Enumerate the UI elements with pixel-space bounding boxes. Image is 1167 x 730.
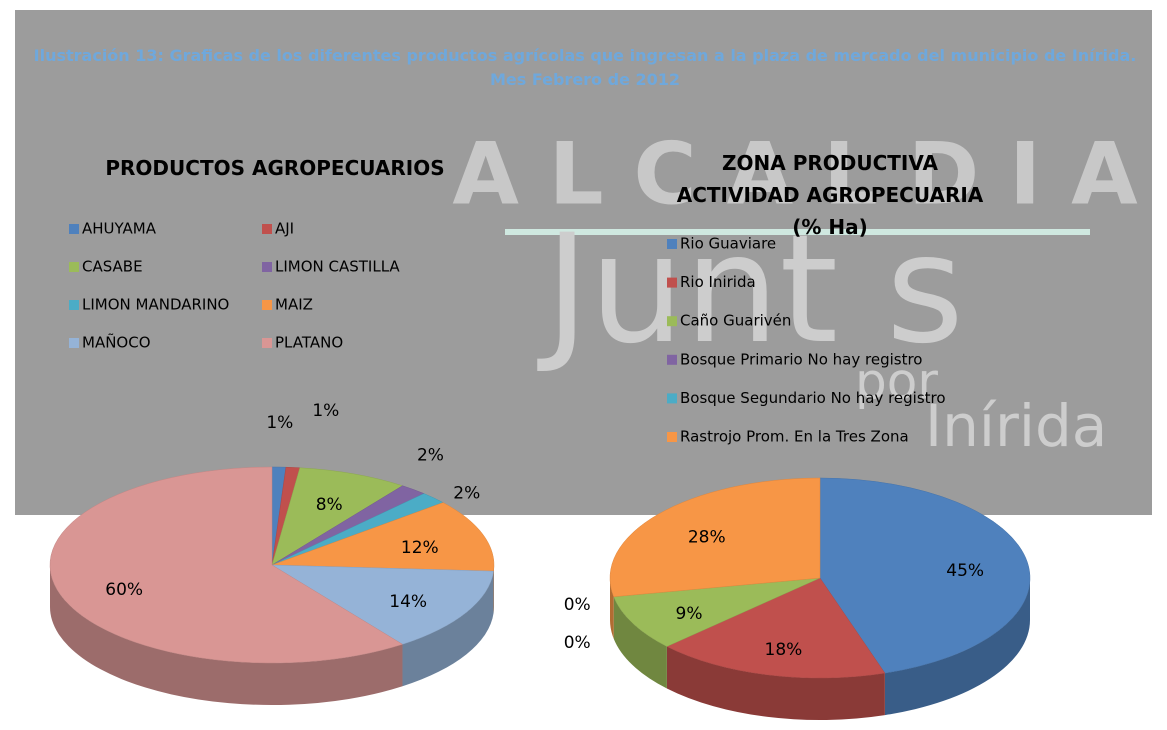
legend-label: AJI	[275, 220, 294, 238]
legend-swatch	[667, 278, 677, 288]
data-label: 18%	[765, 640, 803, 660]
data-label: 60%	[105, 580, 143, 600]
data-label: 1%	[312, 401, 339, 421]
legend-label: Bosque Primario No hay registro	[680, 350, 922, 368]
data-label: 2%	[453, 484, 480, 504]
legend-swatch	[69, 224, 79, 234]
legend-swatch	[667, 432, 677, 442]
legend-swatch	[262, 262, 272, 272]
legend-swatch	[262, 338, 272, 348]
data-label: 45%	[946, 561, 984, 581]
legend-label: Bosque Segundario No hay registro	[680, 389, 946, 407]
legend-swatch	[667, 316, 677, 326]
legend-swatch	[69, 300, 79, 310]
caption: Ilustración 13: Graficas de los diferent…	[15, 44, 1155, 92]
data-label: 1%	[266, 413, 293, 433]
data-label: 12%	[401, 538, 439, 558]
chart-title: PRODUCTOS AGROPECUARIOS	[60, 152, 490, 184]
legend-swatch	[69, 262, 79, 272]
legend-swatch	[667, 355, 677, 365]
legend-label: MAIZ	[275, 296, 313, 314]
legend-swatch	[667, 393, 677, 403]
page: A L C A L D I A Junt s por Inírida 1%1%8…	[0, 0, 1167, 730]
legend-label: MAÑOCO	[82, 333, 151, 352]
data-label: 0%	[564, 633, 591, 653]
watermark-text: Inírida	[925, 392, 1107, 460]
data-label: 14%	[389, 592, 427, 612]
data-label: 2%	[417, 446, 444, 466]
legend-swatch	[262, 224, 272, 234]
data-label: 8%	[316, 495, 343, 515]
data-label: 28%	[688, 527, 726, 547]
chart-canvas: A L C A L D I A Junt s por Inírida 1%1%8…	[0, 0, 1167, 730]
legend-label: PLATANO	[275, 334, 343, 352]
legend-label: Caño Guarivén	[680, 312, 791, 330]
data-label: 0%	[564, 595, 591, 615]
legend-label: LIMON CASTILLA	[275, 258, 400, 276]
legend-label: LIMON MANDARINO	[82, 296, 229, 314]
legend-label: Rastrojo Prom. En la Tres Zona	[680, 428, 909, 446]
data-label: 9%	[676, 604, 703, 624]
legend-label: Rio Inirida	[680, 273, 756, 291]
legend-label: AHUYAMA	[82, 220, 157, 238]
chart-title: ZONA PRODUCTIVA ACTIVIDAD AGROPECUARIA (…	[660, 147, 1000, 243]
legend-label: CASABE	[82, 258, 143, 276]
legend-swatch	[69, 338, 79, 348]
legend-swatch	[262, 300, 272, 310]
